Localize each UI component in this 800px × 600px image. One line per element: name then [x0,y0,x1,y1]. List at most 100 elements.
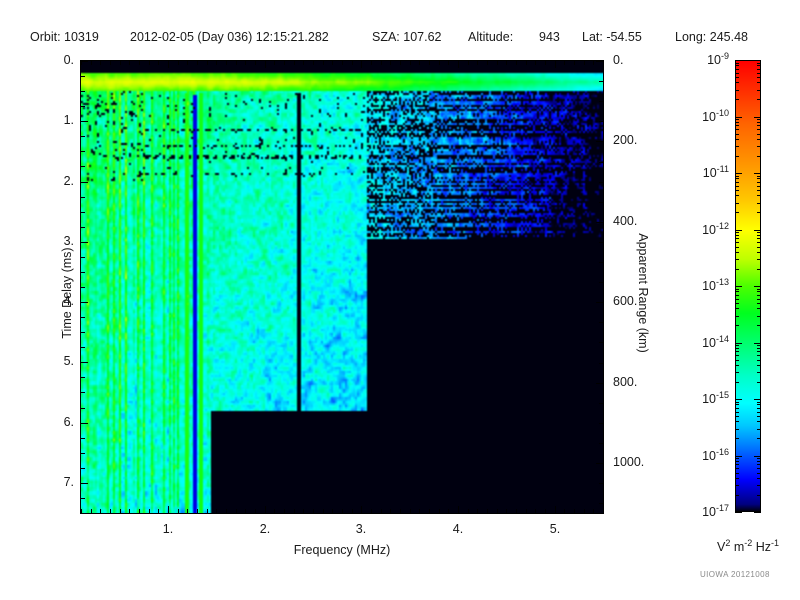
colorbar-tick [757,495,761,496]
x-top-tick [284,61,285,65]
x-tick-label: 3. [355,522,367,536]
x-tick-label: 4. [452,522,464,536]
y-left-tick-label: 4. [63,294,74,308]
colorbar-tick [757,176,761,177]
colorbar-tick [735,242,739,243]
x-bottom-tick [187,509,188,513]
x-top-tick [197,61,198,65]
x-bottom-tick [516,509,517,513]
colorbar-tick [735,230,742,231]
x-bottom-tick [303,509,304,513]
colorbar-tick [757,182,761,183]
x-bottom-tick [274,509,275,513]
colorbar-tick [757,458,761,459]
colorbar-tick [735,421,739,422]
colorbar-tick [757,125,761,126]
colorbar-tick [757,252,761,253]
colorbar-tick [757,345,761,346]
x-bottom-tick [535,509,536,513]
colorbar-tick [757,372,761,373]
x-bottom-tick [139,509,140,513]
x-bottom-tick [381,509,382,513]
x-top-tick [323,61,324,65]
colorbar-tick [735,325,739,326]
colorbar-tick [757,295,761,296]
x-top-tick [439,61,440,65]
x-bottom-tick [439,509,440,513]
x-bottom-tick [100,509,101,513]
credit-footer: UIOWA 20121008 [700,570,770,579]
colorbar-tick [735,308,739,309]
y-left-tick [81,91,85,92]
colorbar-units-label: V2 m-2 Hz-1 [716,538,780,555]
x-top-tick [265,61,266,68]
colorbar: 10-9 10-10 10-11 10-12 10-13 10-14 10-15 10-16 1… [702,51,761,519]
colorbar-tick [735,190,739,191]
x-top-tick [352,61,353,65]
y-right-tick-label: 600. [613,294,638,308]
x-top-tick [516,61,517,65]
y-right-tick [599,81,603,82]
colorbar-tick [757,485,761,486]
x-top-tick [593,61,594,65]
colorbar-tick [735,316,739,317]
y-left-tick [81,408,85,409]
colorbar-tick [735,259,739,260]
x-bottom-tick [603,509,604,513]
colorbar-tick [735,299,739,300]
colorbar-tick [757,203,761,204]
y-left-tick [81,392,85,393]
colorbar-tick-label: 10-16 [702,447,729,464]
colorbar-tick [735,485,739,486]
x-bottom-tick [497,509,498,513]
x-bottom-tick [545,509,546,513]
colorbar-tick [735,178,739,179]
colorbar-tick [735,372,739,373]
colorbar-tick [757,235,761,236]
x-top-tick [81,61,82,65]
colorbar-tick [757,186,761,187]
colorbar-tick [735,82,739,83]
colorbar-tick [735,60,742,61]
y-axis-right-title: Apparent Range (km) [636,233,650,353]
colorbar-tick [757,325,761,326]
y-right-tick [599,202,603,203]
y-right-tick [596,222,603,223]
colorbar-tick [754,399,761,400]
x-bottom-tick [410,509,411,513]
colorbar-tick [754,60,761,61]
y-left-tick [81,197,85,198]
x-top-tick [294,61,295,65]
colorbar-tick [735,203,739,204]
colorbar-tick [754,343,761,344]
colorbar-tick [735,252,739,253]
y-left-tick [81,287,85,288]
x-bottom-tick [593,509,594,513]
y-left-tick [81,302,88,303]
x-top-tick [574,61,575,65]
colorbar-tick [757,303,761,304]
x-top-tick [487,61,488,65]
y-left-tick [81,377,85,378]
header-field-2: SZA: 107.62 [372,30,442,44]
colorbar-tick [735,456,742,457]
colorbar-tick [735,176,739,177]
spectrogram-canvas [81,61,603,513]
colorbar-tick [757,156,761,157]
y-left-tick [81,513,85,514]
colorbar-tick [757,269,761,270]
y-right-tick [599,423,603,424]
y-right-tick-label: 800. [613,375,638,389]
colorbar-tick [735,119,739,120]
x-top-tick [313,61,314,65]
x-bottom-tick [526,509,527,513]
header-field-0: Orbit: 10319 [30,30,99,44]
colorbar-tick [757,402,761,403]
x-top-tick [497,61,498,65]
x-bottom-tick [468,509,469,513]
spectrogram-image [81,61,603,513]
colorbar-tick [735,438,739,439]
y-axis-left-title: Time Delay (ms) [60,247,74,339]
x-bottom-tick [197,509,198,513]
y-right-tick [599,342,603,343]
